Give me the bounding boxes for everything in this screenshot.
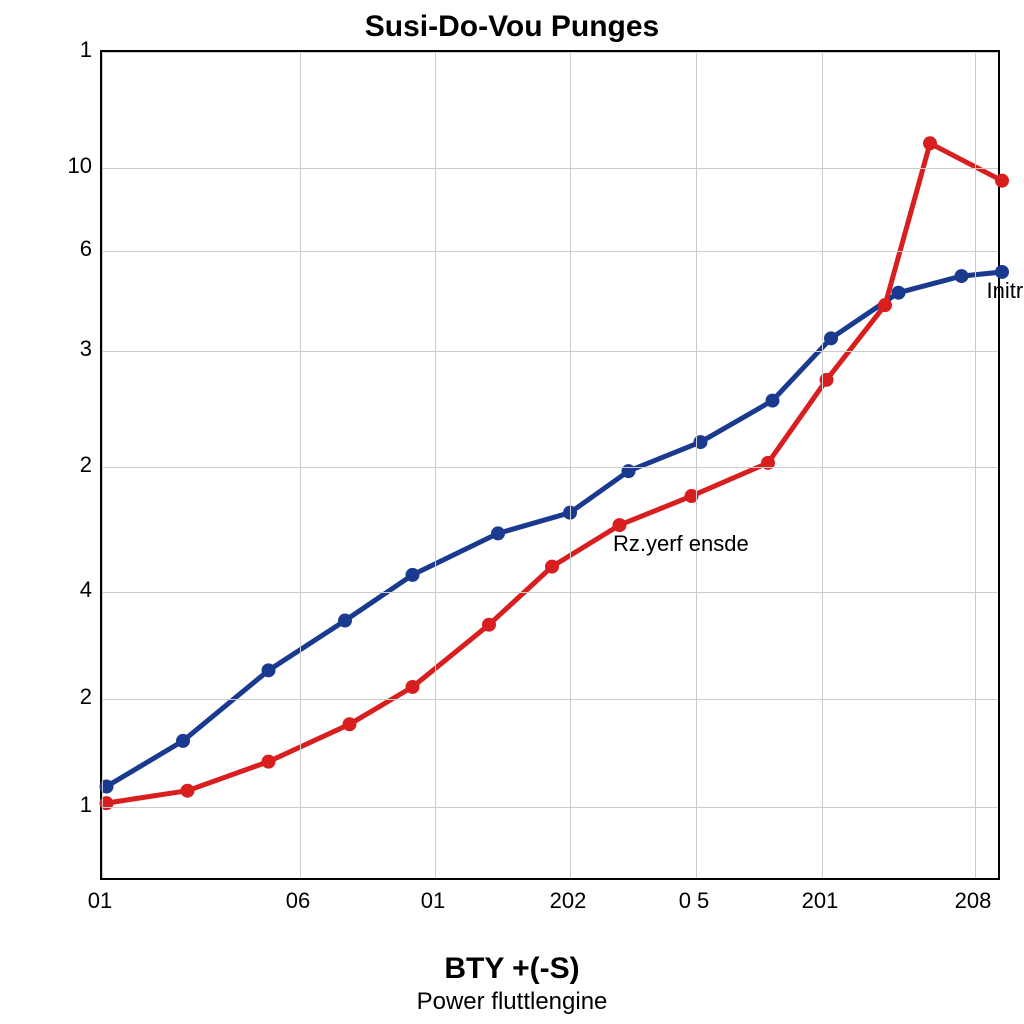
series-line <box>107 272 1003 787</box>
series-marker <box>824 331 838 345</box>
series-marker <box>923 136 937 150</box>
x-tick-label: 01 <box>88 888 112 914</box>
series-marker <box>892 286 906 300</box>
grid-line-horizontal <box>102 251 998 252</box>
grid-line-vertical <box>102 52 103 878</box>
series-marker <box>955 269 969 283</box>
series-marker <box>262 663 276 677</box>
y-tick-label: 1 <box>32 792 92 818</box>
grid-line-vertical <box>435 52 436 878</box>
series-marker <box>181 784 195 798</box>
y-tick-label: 2 <box>32 684 92 710</box>
grid-line-vertical <box>300 52 301 878</box>
series-marker <box>406 680 420 694</box>
grid-line-horizontal <box>102 807 998 808</box>
grid-line-horizontal <box>102 52 998 53</box>
line-chart: Susi-Do-Vou Punges Pulgr anine IGvve S3e… <box>0 0 1024 1024</box>
plot-area <box>100 50 1000 880</box>
series-marker <box>766 394 780 408</box>
grid-line-horizontal <box>102 699 998 700</box>
chart-svg <box>102 52 998 878</box>
series-marker <box>262 755 276 769</box>
grid-line-horizontal <box>102 168 998 169</box>
y-tick-label: 3 <box>32 336 92 362</box>
grid-line-vertical <box>696 52 697 878</box>
x-axis-label: BTY +(-S) <box>0 952 1024 986</box>
y-tick-label: 2 <box>32 452 92 478</box>
series-marker <box>545 560 559 574</box>
x-tick-label: 202 <box>550 888 587 914</box>
series-marker <box>176 734 190 748</box>
series-label: Initrpillia <box>987 278 1024 304</box>
y-tick-label: 10 <box>32 153 92 179</box>
x-tick-label: 0 5 <box>679 888 710 914</box>
series-marker <box>878 298 892 312</box>
series-marker <box>995 174 1009 188</box>
series-marker <box>343 717 357 731</box>
x-axis-sublabel: Power fluttlengine <box>0 988 1024 1016</box>
series-marker <box>338 614 352 628</box>
grid-line-horizontal <box>102 467 998 468</box>
chart-title: Susi-Do-Vou Punges <box>0 10 1024 44</box>
grid-line-horizontal <box>102 592 998 593</box>
grid-line-vertical <box>975 52 976 878</box>
series-marker <box>406 568 420 582</box>
grid-line-horizontal <box>102 351 998 352</box>
x-tick-label: 208 <box>955 888 992 914</box>
series-label: Rz.yerf ensde <box>613 531 749 557</box>
grid-line-vertical <box>822 52 823 878</box>
y-tick-label: 4 <box>32 577 92 603</box>
series-marker <box>482 618 496 632</box>
x-tick-label: 06 <box>286 888 310 914</box>
x-tick-label: 201 <box>802 888 839 914</box>
series-marker <box>491 526 505 540</box>
y-tick-label: 6 <box>32 236 92 262</box>
y-tick-label: 1 <box>32 37 92 63</box>
x-tick-label: 01 <box>421 888 445 914</box>
grid-line-vertical <box>570 52 571 878</box>
series-line <box>107 143 1003 803</box>
